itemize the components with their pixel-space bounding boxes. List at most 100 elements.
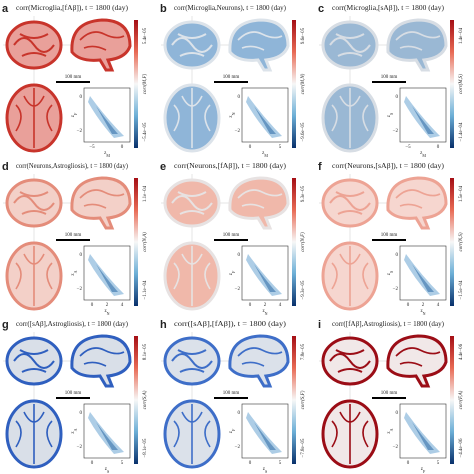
colorbar-label: corr(F,A) [459, 390, 464, 409]
colorbar-max: 1.1e−04 [143, 185, 148, 202]
brain-folds [329, 33, 371, 57]
axis-label: zF [71, 112, 78, 117]
axis-label: zF [229, 428, 236, 433]
brain-folds [171, 33, 213, 57]
x-tick-label: 5 [279, 145, 282, 150]
colorbar [450, 20, 454, 148]
sagittal-slice [386, 334, 448, 388]
brain-folds [237, 189, 283, 209]
x-tick-label: 2 [264, 303, 267, 308]
y-tick-label: 0 [396, 95, 399, 100]
colorbar-max: 9.6e−05 [301, 27, 306, 44]
sagittal-slice [70, 176, 132, 230]
sagittal-slice [70, 334, 132, 388]
colorbar-min: −1.1e−04 [143, 280, 148, 300]
colorbar-max: 5.4e−05 [143, 27, 148, 44]
inset-frame [83, 87, 131, 143]
inset-density [404, 96, 440, 138]
panel-label: e [160, 161, 166, 173]
brain-folds [173, 246, 211, 306]
scale-bar-label: 100 mm [65, 75, 82, 80]
brain-folds [15, 404, 53, 464]
brain-folds [15, 88, 53, 148]
x-tick-label: 4 [437, 303, 440, 308]
y-tick-label: −2 [393, 445, 399, 450]
x-tick-label: 0 [437, 145, 440, 150]
y-tick-label: −2 [77, 445, 83, 450]
panel: g corr([sAβ],Astrogliosis), t = 1800 (day… [2, 319, 148, 474]
colorbar [134, 336, 138, 464]
y-tick-label: −2 [393, 287, 399, 292]
panel-label: h [160, 319, 167, 331]
panel-title: corr(Neurons,[fAβ]), t = 1800 (day) [174, 162, 287, 170]
y-tick-label: 0 [396, 411, 399, 416]
inset-density [246, 96, 282, 138]
axis-label: zN [229, 112, 236, 117]
panel-label: c [318, 3, 324, 15]
colorbar-max: 8.1e−05 [143, 343, 148, 360]
y-tick-label: −2 [235, 287, 241, 292]
y-tick-label: −2 [77, 287, 83, 292]
inset-density [88, 412, 124, 454]
colorbar-max: 9.3e−05 [301, 185, 306, 202]
x-tick-label: 0 [249, 145, 252, 150]
y-tick-label: −2 [393, 129, 399, 134]
axis-label: zM [104, 151, 110, 158]
axis-label: zN [262, 309, 267, 316]
axis-label: zA [71, 428, 78, 433]
y-tick-label: 0 [396, 253, 399, 258]
y-tick-label: −2 [77, 129, 83, 134]
brain-folds [237, 31, 283, 51]
y-tick-label: 0 [238, 411, 241, 416]
axis-label: zM [262, 151, 268, 158]
panel-title: corr([sAβ],[fAβ]), t = 1800 (day) [174, 320, 287, 328]
y-tick-label: 0 [238, 253, 241, 258]
x-tick-label: 0 [249, 461, 252, 466]
axis-label: zS [105, 467, 109, 474]
x-tick-label: 2 [106, 303, 109, 308]
brain-folds [79, 31, 125, 51]
panel: e corr(Neurons,[fAβ]), t = 1800 (day) 100 … [160, 161, 306, 316]
brain-folds [331, 246, 369, 306]
colorbar [450, 178, 454, 306]
inset-density [88, 96, 124, 138]
scale-bar-label: 100 mm [381, 75, 398, 80]
axis-label: zS [387, 113, 394, 117]
colorbar-label: corr(N,A) [143, 232, 148, 252]
x-tick-label: 0 [407, 461, 410, 466]
inset-density [246, 412, 282, 454]
brain-folds [15, 246, 53, 306]
scale-bar-label: 100 mm [223, 233, 240, 238]
brain-folds [395, 347, 441, 367]
y-tick-label: 0 [80, 253, 83, 258]
colorbar-min: −7.8e−05 [301, 438, 306, 458]
inset-frame [399, 245, 447, 301]
sagittal-slice [228, 176, 290, 230]
colorbar [292, 20, 296, 148]
inset-frame [241, 87, 289, 143]
scale-bar-label: 100 mm [65, 391, 82, 396]
scale-bar-label: 100 mm [65, 233, 82, 238]
brain-folds [173, 88, 211, 148]
brain-folds [395, 31, 441, 51]
colorbar-label: corr(S,A) [143, 390, 148, 409]
y-tick-label: −2 [235, 129, 241, 134]
sagittal-slice [70, 18, 132, 72]
y-tick-label: 0 [238, 95, 241, 100]
x-tick-label: 0 [249, 303, 252, 308]
axis-label: zN [104, 309, 109, 316]
inset-density [88, 254, 124, 296]
brain-folds [13, 191, 55, 215]
x-tick-label: 5 [121, 461, 124, 466]
brain-folds [331, 404, 369, 464]
inset-frame [399, 403, 447, 459]
brain-folds [13, 349, 55, 373]
y-tick-label: −2 [235, 445, 241, 450]
colorbar-min: −1.4e−04 [459, 122, 464, 142]
axis-label: zF [421, 467, 426, 474]
x-tick-label: 0 [91, 461, 94, 466]
colorbar [134, 178, 138, 306]
inset-frame [399, 87, 447, 143]
scale-bar-label: 100 mm [223, 391, 240, 396]
colorbar-max: 7.8e−05 [301, 343, 306, 360]
